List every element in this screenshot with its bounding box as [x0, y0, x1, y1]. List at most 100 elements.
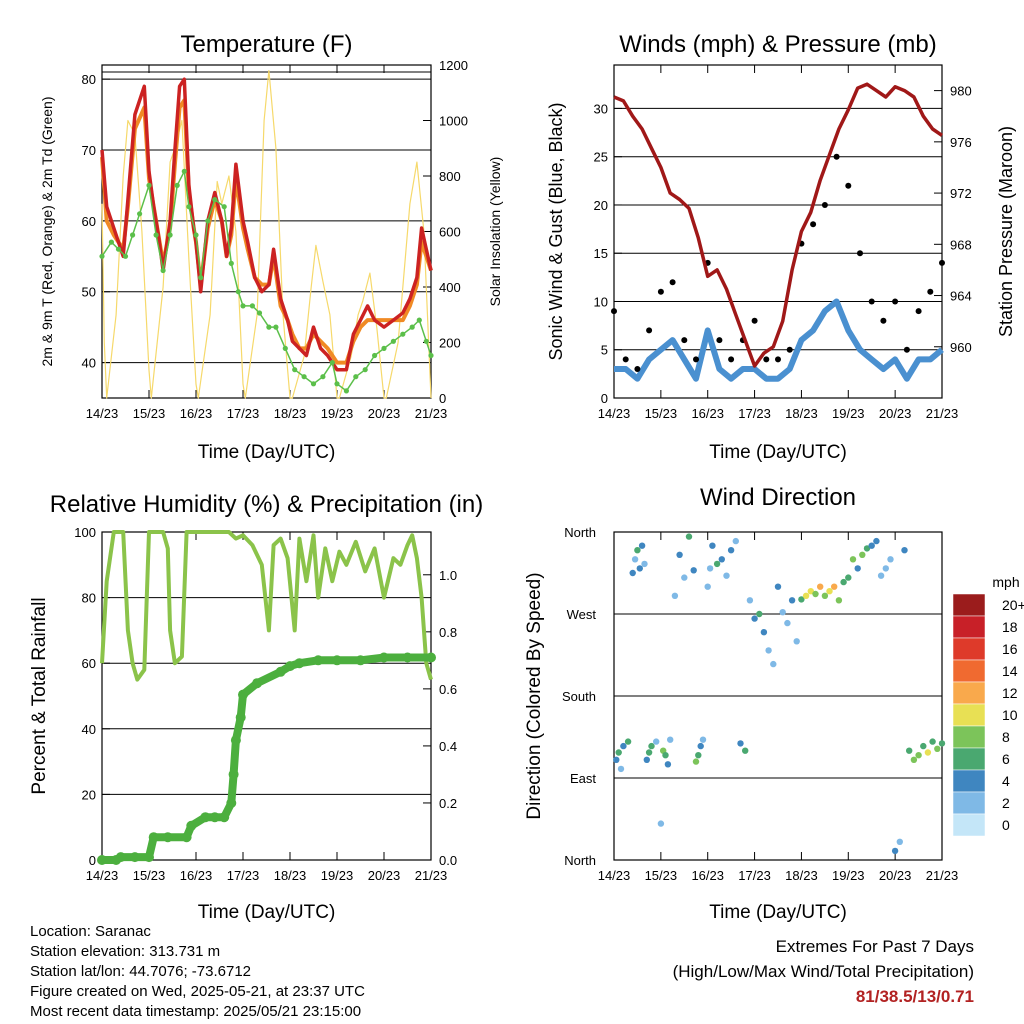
- rh_precip-y-tick-label: 100: [74, 525, 96, 540]
- colorbar-swatch: [952, 615, 986, 639]
- gust-point: [845, 182, 852, 189]
- temperature-x-tick-label: 19/23: [321, 406, 354, 421]
- direction-point: [709, 542, 716, 549]
- direction-point: [798, 596, 805, 603]
- temperature-y2-tick-label: 1000: [439, 114, 468, 129]
- gust-point: [763, 356, 770, 363]
- temperature-y2-tick-label: 0: [439, 391, 446, 406]
- direction-point: [690, 567, 697, 574]
- direction-point: [821, 592, 829, 599]
- temperature-y2label: Solar Insolation (Yellow): [487, 157, 503, 307]
- rh_precip-x-tick-label: 14/23: [86, 868, 119, 883]
- direction-point: [742, 747, 749, 754]
- direction-point: [732, 537, 739, 545]
- gust-point: [857, 250, 863, 257]
- temperature-y-tick-label: 70: [82, 143, 96, 158]
- direction-point: [924, 749, 932, 756]
- direction-point: [915, 752, 922, 759]
- wind_direction-y-tick-label: North: [564, 853, 596, 868]
- direction-point: [695, 752, 702, 759]
- rh_precip-x-tick-label: 18/23: [274, 868, 307, 883]
- direction-point: [873, 537, 880, 545]
- solar-insolation-line: [101, 69, 432, 399]
- precipitation-point: [181, 832, 192, 843]
- direction-point: [802, 592, 810, 599]
- temperature-x-tick-label: 14/23: [86, 406, 119, 421]
- wind_direction-x-tick-label: 17/23: [738, 868, 771, 883]
- temperature-x-tick-label: 17/23: [227, 406, 260, 421]
- rh_precip-y-tick-label: 0: [89, 853, 96, 868]
- direction-point: [849, 556, 857, 563]
- winds-y-tick-label: 25: [594, 150, 608, 165]
- direction-point: [699, 736, 707, 743]
- station-elevation: Station elevation: 313.731 m: [30, 943, 221, 960]
- direction-point: [901, 547, 908, 554]
- colorbar-label: 16: [1002, 641, 1018, 657]
- direction-point: [779, 609, 786, 616]
- rh_precip-y2-tick-label: 0.6: [439, 682, 457, 697]
- direction-point: [641, 560, 648, 568]
- temperature-x-tick-label: 20/23: [368, 406, 401, 421]
- extremes-legend: (High/Low/Max Wind/Total Precipitation): [672, 962, 974, 981]
- winds-y-tick-label: 15: [594, 246, 608, 261]
- direction-point: [615, 749, 622, 756]
- direction-point: [653, 738, 660, 745]
- station-pressure-line: [613, 82, 943, 368]
- temperature-y-tick-label: 80: [82, 72, 96, 87]
- gust-point: [903, 346, 910, 353]
- wind_direction-x-tick-label: 20/23: [879, 868, 912, 883]
- direction-point: [817, 583, 824, 590]
- temperature-y2-tick-label: 1200: [439, 58, 468, 73]
- wind_direction-x-tick-label: 21/23: [926, 868, 959, 883]
- direction-point: [938, 740, 946, 747]
- precipitation-point: [209, 812, 220, 823]
- latest-timestamp: Most recent data timestamp: 2025/05/21 2…: [30, 1003, 362, 1020]
- direction-point: [645, 749, 653, 756]
- gust-point: [786, 346, 793, 353]
- rh_precip-y2-tick-label: 0.2: [439, 796, 457, 811]
- colorbar-label: 20+: [1002, 597, 1024, 613]
- wind_direction-x-tick-label: 16/23: [691, 868, 724, 883]
- direction-point: [746, 597, 754, 604]
- direction-point: [727, 547, 735, 554]
- direction-point: [676, 551, 683, 558]
- colorbar-swatch: [952, 637, 986, 661]
- winds-y2-tick-label: 980: [950, 84, 972, 99]
- gust-point: [868, 298, 875, 305]
- colorbar-swatch: [952, 703, 986, 727]
- direction-point: [681, 574, 688, 581]
- winds-x-tick-label: 16/23: [691, 406, 724, 421]
- direction-point: [664, 761, 672, 768]
- temperature-y2-tick-label: 800: [439, 169, 461, 184]
- direction-point: [882, 565, 889, 572]
- precipitation-point: [426, 652, 436, 663]
- direction-point: [706, 565, 714, 572]
- direction-point: [613, 756, 620, 763]
- extremes-values: 81/38.5/13/0.71: [855, 987, 974, 1006]
- t2m-line: [100, 77, 433, 372]
- winds-x-tick-label: 18/23: [785, 406, 818, 421]
- colorbar-label: 12: [1002, 685, 1018, 701]
- precipitation-point: [252, 678, 263, 689]
- precipitation-line: [102, 653, 431, 864]
- gust-point: [669, 279, 676, 286]
- direction-point: [697, 742, 704, 750]
- direction-point: [774, 583, 782, 590]
- precipitation-point: [144, 852, 154, 863]
- winds-y-tick-label: 20: [594, 198, 608, 213]
- precipitation-point: [200, 812, 211, 823]
- gust-point: [939, 259, 945, 266]
- direction-point: [760, 629, 768, 636]
- gust-point: [681, 337, 688, 344]
- colorbar-swatch: [952, 769, 986, 793]
- winds-y2-tick-label: 972: [950, 186, 972, 201]
- direction-point: [891, 847, 899, 855]
- winds-y2-tick-label: 968: [950, 237, 972, 252]
- precipitation-point: [235, 712, 246, 723]
- direction-point: [617, 765, 625, 773]
- gust-point: [693, 356, 699, 363]
- direction-point: [934, 745, 941, 752]
- gust-point: [915, 308, 922, 315]
- direction-point: [634, 547, 641, 554]
- gust-point: [657, 288, 664, 295]
